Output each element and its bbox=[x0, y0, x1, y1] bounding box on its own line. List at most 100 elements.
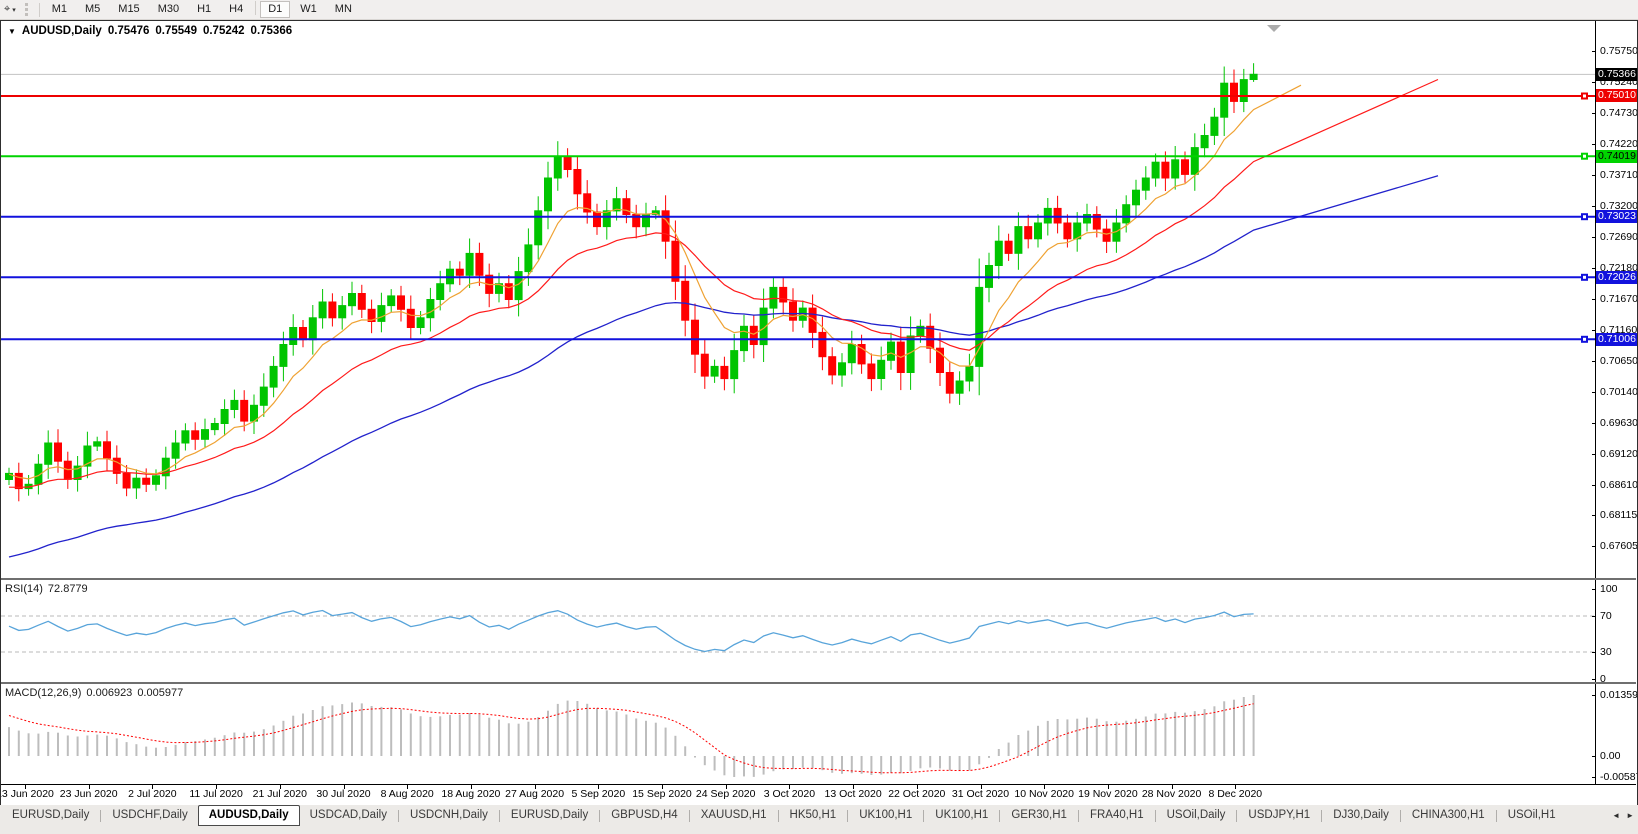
chart-tab-usdjpy-h1[interactable]: USDJPY,H1 bbox=[1248, 809, 1311, 821]
chart-tab-hk50-h1[interactable]: HK50,H1 bbox=[789, 809, 837, 821]
price-axis-tick bbox=[1592, 112, 1596, 114]
crosshair-tool-icon[interactable]: ⌖ bbox=[4, 3, 11, 15]
date-label: 19 Nov 2020 bbox=[1078, 788, 1138, 800]
chart-tab-usoil-h1[interactable]: USOil,H1 bbox=[1507, 809, 1556, 821]
time-axis-tick bbox=[470, 785, 472, 789]
toolbar-separator bbox=[38, 2, 40, 17]
rsi-axis-label: 100 bbox=[1600, 583, 1618, 595]
date-label: 18 Aug 2020 bbox=[441, 788, 501, 800]
tab-separator bbox=[100, 810, 102, 822]
tab-separator bbox=[1495, 810, 1497, 822]
tab-separator bbox=[1321, 810, 1323, 822]
timeframe-button-mn[interactable]: MN bbox=[334, 3, 352, 15]
time-axis-tick bbox=[725, 785, 727, 789]
tab-separator bbox=[847, 810, 849, 822]
timeframe-button-m30[interactable]: M30 bbox=[157, 3, 180, 15]
chart-title-row: ▼ AUDUSD,Daily 0.75476 0.75549 0.75242 0… bbox=[8, 25, 292, 37]
chart-tab-eurusd-daily[interactable]: EURUSD,Daily bbox=[12, 809, 90, 821]
rsi-label-row: RSI(14) 72.8779 bbox=[5, 583, 88, 595]
price-axis-tick bbox=[1592, 267, 1596, 269]
price-axis-label: 0.71670 bbox=[1600, 292, 1638, 305]
toolbar-grip[interactable] bbox=[24, 3, 31, 16]
collapse-caret-icon[interactable]: ▼ bbox=[8, 26, 16, 36]
chart-tab-audusd-daily[interactable]: AUDUSD,Daily bbox=[197, 805, 300, 826]
chart-tab-uk100-h1[interactable]: UK100,H1 bbox=[859, 809, 913, 821]
tab-separator bbox=[498, 810, 500, 822]
chart-tab-dj30-daily[interactable]: DJ30,Daily bbox=[1333, 809, 1389, 821]
time-axis-tick bbox=[152, 785, 154, 789]
timeframe-button-w1[interactable]: W1 bbox=[300, 3, 317, 15]
macd-axis-tick bbox=[1592, 777, 1596, 778]
price-axis-tick bbox=[1592, 236, 1596, 238]
macd-main-value: 0.006923 bbox=[86, 687, 133, 699]
level-price-badge: 0.71006 bbox=[1596, 332, 1637, 346]
chart-tab-china300-h1[interactable]: CHINA300,H1 bbox=[1411, 809, 1485, 821]
rsi-panel-plot[interactable] bbox=[1, 580, 1595, 682]
time-axis-tick bbox=[279, 785, 281, 789]
chart-tab-fra40-h1[interactable]: FRA40,H1 bbox=[1089, 809, 1144, 821]
macd-signal-value: 0.005977 bbox=[137, 687, 184, 699]
date-label: 28 Nov 2020 bbox=[1141, 788, 1202, 800]
chart-tab-usoil-daily[interactable]: USOil,Daily bbox=[1166, 809, 1226, 821]
date-label: 13 Oct 2020 bbox=[824, 788, 882, 800]
macd-panel-separator[interactable] bbox=[0, 682, 1636, 684]
rsi-axis-tick bbox=[1592, 616, 1596, 617]
tab-scroll-right-icon[interactable]: ► bbox=[1626, 811, 1634, 820]
chart-tab-uk100-h1[interactable]: UK100,H1 bbox=[935, 809, 989, 821]
timeframe-button-h1[interactable]: H1 bbox=[197, 3, 212, 15]
timeframe-button-h4[interactable]: H4 bbox=[229, 3, 244, 15]
tab-separator bbox=[599, 810, 601, 822]
tab-scroll-left-icon[interactable]: ◄ bbox=[1612, 811, 1621, 820]
chart-tab-usdcnh-daily[interactable]: USDCNH,Daily bbox=[409, 809, 488, 821]
chart-tab-xauusd-h1[interactable]: XAUUSD,H1 bbox=[700, 809, 767, 821]
current-price-badge: 0.75366 bbox=[1596, 67, 1637, 81]
chart-tab-bar: EURUSD,Daily USDCHF,Daily AUDUSD,Daily USDC… bbox=[0, 805, 1638, 834]
timeframe-button-m5[interactable]: M5 bbox=[85, 3, 101, 15]
ma-slow-line bbox=[8, 175, 1439, 558]
price-axis-tick bbox=[1592, 514, 1596, 516]
time-axis-tick bbox=[216, 785, 218, 789]
price-axis-tick bbox=[1592, 298, 1596, 300]
toolbar-separator bbox=[255, 1, 257, 15]
price-axis-tick bbox=[1592, 545, 1596, 547]
main-chart-plot[interactable] bbox=[1, 21, 1595, 579]
chart-tab-gbpusd-h4[interactable]: GBPUSD,H4 bbox=[611, 809, 678, 821]
timeframe-button-d1[interactable]: D1 bbox=[260, 1, 291, 18]
chart-tab-list: EURUSD,Daily USDCHF,Daily AUDUSD,Daily USDC… bbox=[0, 805, 1565, 826]
macd-panel-plot[interactable] bbox=[1, 684, 1595, 784]
tab-separator bbox=[1077, 810, 1079, 822]
price-axis-label: 0.72690 bbox=[1600, 230, 1638, 243]
candlestick-series bbox=[5, 63, 1258, 502]
rsi-panel-separator[interactable] bbox=[0, 578, 1636, 580]
price-axis-tick bbox=[1592, 51, 1596, 52]
date-label: 8 Aug 2020 bbox=[380, 788, 434, 800]
chart-tab-usdchf-daily[interactable]: USDCHF,Daily bbox=[112, 809, 188, 821]
price-axis-tick bbox=[1592, 484, 1596, 486]
price-axis-label: 0.74730 bbox=[1600, 106, 1638, 119]
timeframe-button-m1[interactable]: M1 bbox=[51, 3, 67, 15]
ohlc-open: 0.75476 bbox=[107, 25, 150, 37]
date-label: 10 Nov 2020 bbox=[1014, 788, 1074, 800]
time-axis-tick bbox=[853, 785, 855, 789]
chart-tab-usdcad-daily[interactable]: USDCAD,Daily bbox=[309, 809, 387, 821]
chart-tab-ger30-h1[interactable]: GER30,H1 bbox=[1011, 809, 1067, 821]
date-label: 27 Aug 2020 bbox=[505, 788, 565, 800]
price-axis[interactable] bbox=[1595, 21, 1638, 784]
rsi-value: 72.8779 bbox=[47, 583, 88, 595]
toolbar-dropdown-caret-icon[interactable]: ▾ bbox=[12, 6, 16, 14]
date-label: 21 Jul 2020 bbox=[252, 788, 307, 800]
macd-signal-line bbox=[8, 703, 1254, 774]
timeframe-button-m15[interactable]: M15 bbox=[118, 3, 140, 15]
macd-label-row: MACD(12,26,9) 0.006923 0.005977 bbox=[5, 687, 183, 699]
chart-tab-eurusd-daily[interactable]: EURUSD,Daily bbox=[510, 809, 589, 821]
date-label: 23 Jun 2020 bbox=[59, 788, 118, 800]
date-label: 11 Jul 2020 bbox=[189, 788, 243, 800]
price-axis-label: 0.73710 bbox=[1600, 168, 1638, 181]
rsi-line bbox=[8, 609, 1254, 653]
time-axis[interactable] bbox=[0, 785, 1638, 805]
date-label: 30 Jul 2020 bbox=[316, 788, 371, 800]
tab-separator bbox=[1399, 810, 1401, 822]
price-axis-tick bbox=[1592, 205, 1596, 207]
time-axis-tick bbox=[407, 785, 409, 789]
rsi-axis-label: 0 bbox=[1600, 673, 1606, 685]
